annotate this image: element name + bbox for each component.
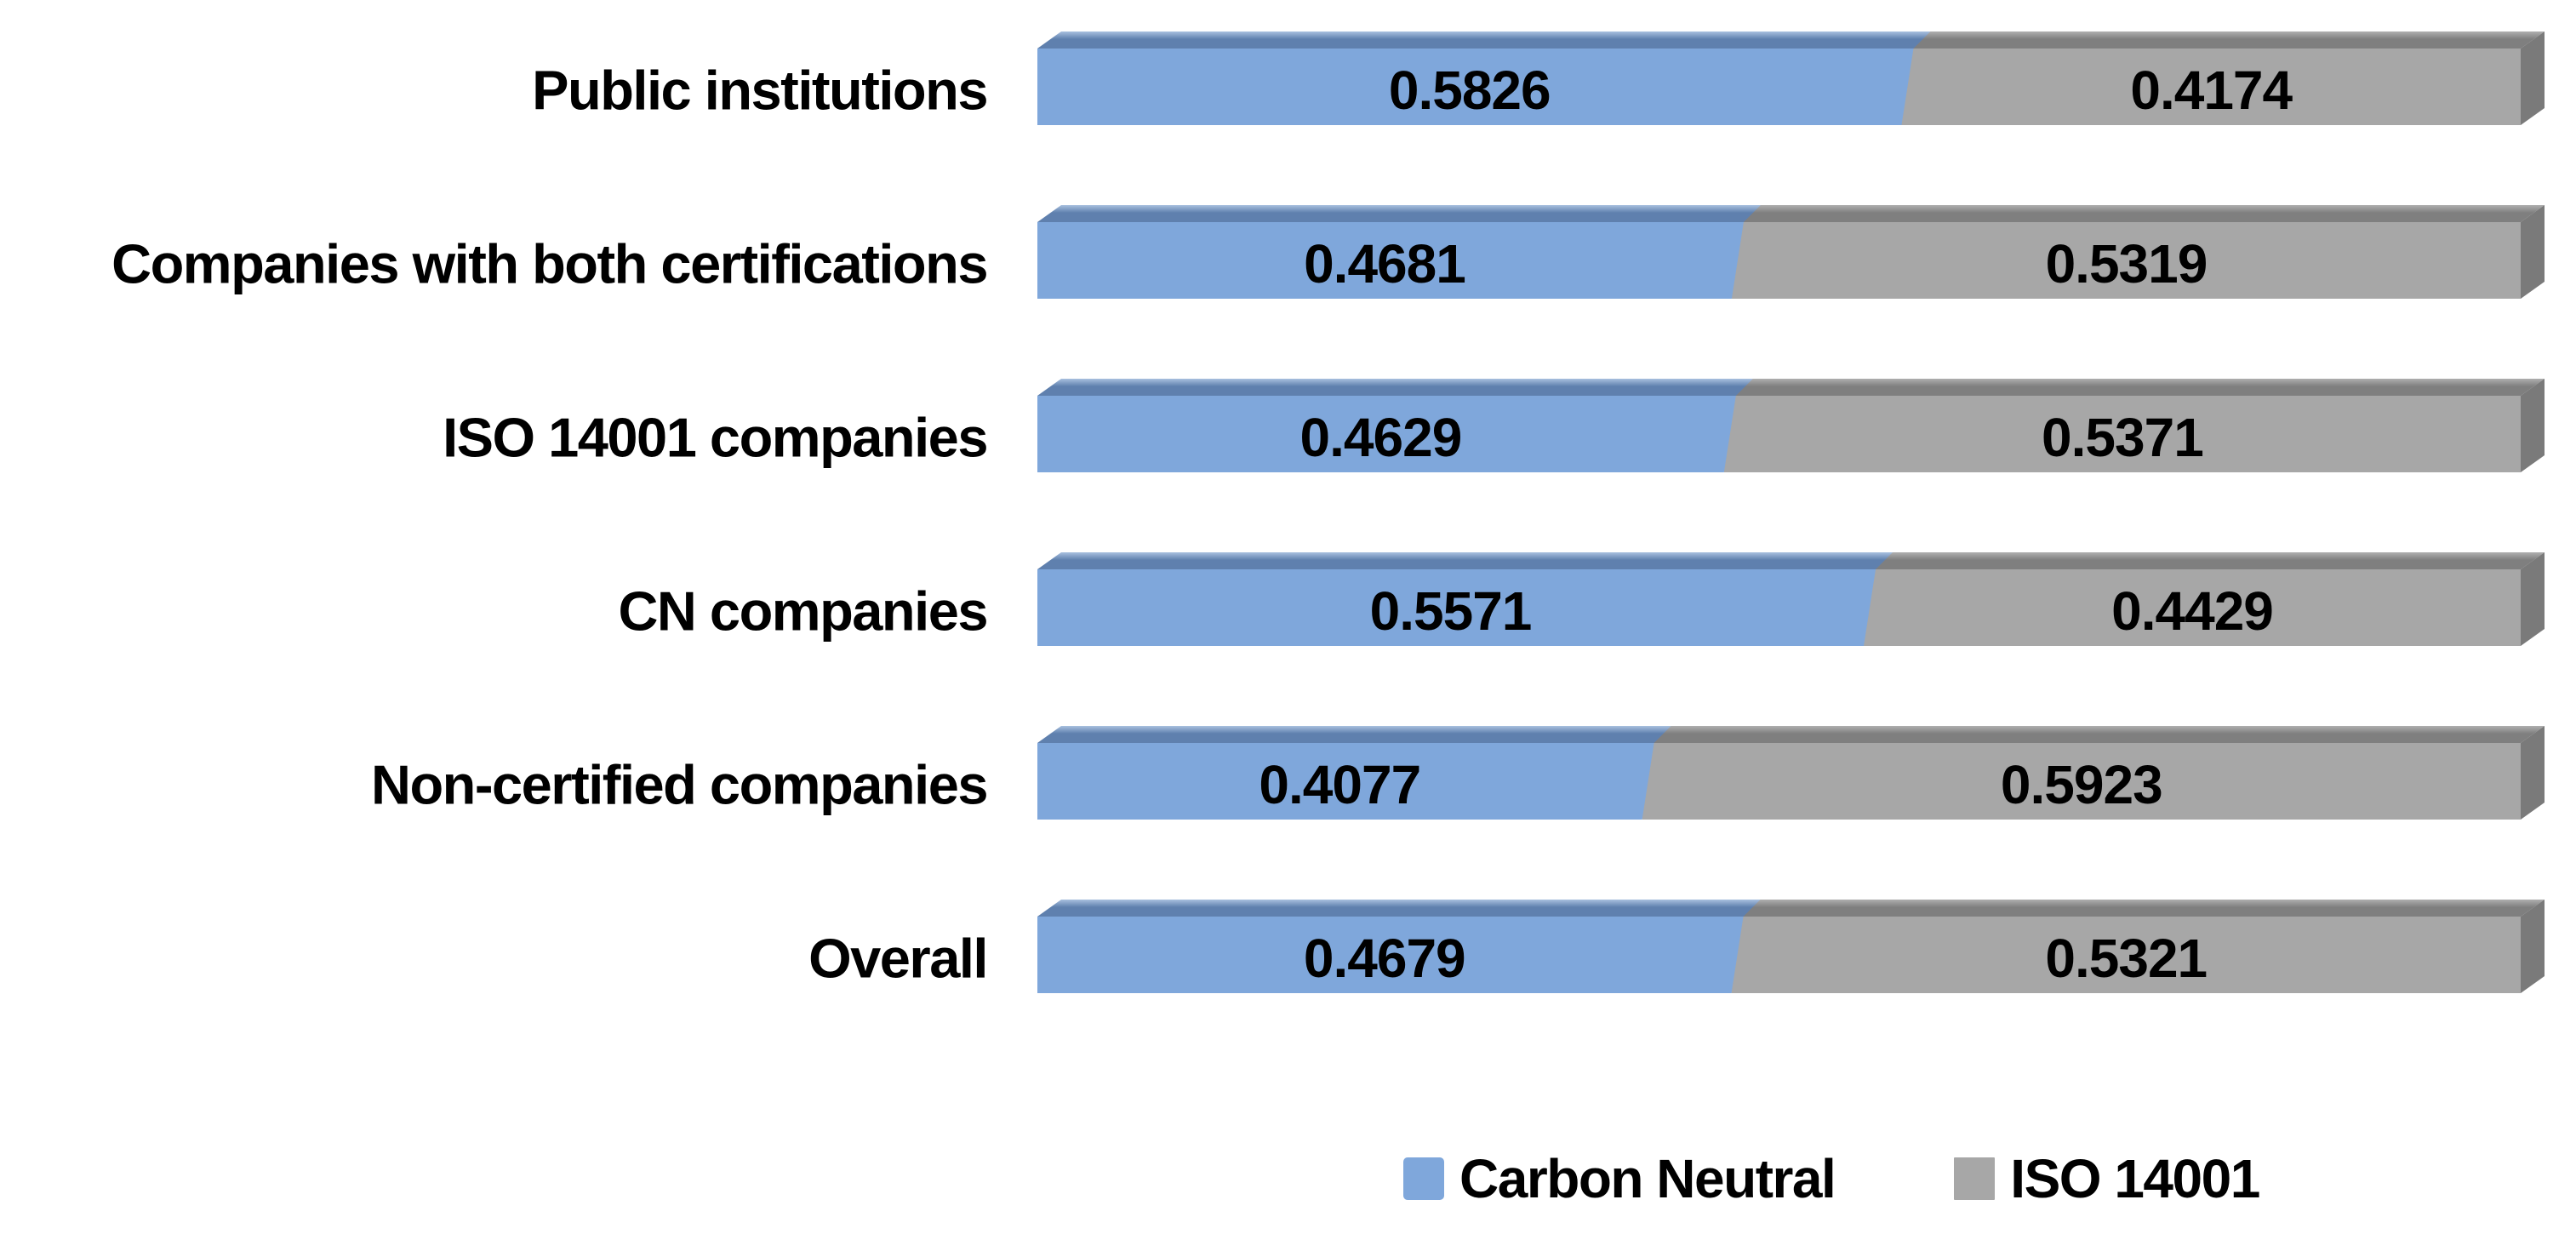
- category-label: CN companies: [618, 580, 987, 643]
- value-label-iso-14001: 0.5321: [2045, 928, 2207, 989]
- bar-segment-iso-14001: [1723, 396, 2521, 472]
- bar-top-iso-14001: [1723, 379, 2545, 396]
- category-label: Companies with both certifications: [111, 233, 987, 295]
- bar-side-iso-14001: [2521, 552, 2545, 646]
- bar-side-iso-14001: [2521, 726, 2545, 820]
- category-label: Public institutions: [532, 60, 987, 122]
- bar-segment-carbon-neutral: [1037, 743, 1654, 820]
- value-label-carbon-neutral: 0.5826: [1389, 60, 1551, 121]
- bar-segment-carbon-neutral: [1037, 49, 1914, 125]
- bar-segment-carbon-neutral: [1037, 222, 1744, 299]
- bar-top-iso-14001: [1731, 900, 2545, 917]
- legend-label-iso-14001: ISO 14001: [2010, 1148, 2260, 1209]
- bar-top-iso-14001: [1642, 726, 2545, 743]
- bar-segment-iso-14001: [1731, 222, 2521, 299]
- value-label-carbon-neutral: 0.4629: [1300, 407, 1462, 468]
- bar-top-carbon-neutral: [1037, 379, 1753, 396]
- legend-item-iso-14001: ISO 14001: [1954, 1147, 2260, 1210]
- value-label-iso-14001: 0.5319: [2046, 233, 2208, 294]
- chart-legend: Carbon Neutral ISO 14001: [1403, 1147, 2260, 1210]
- bar-side-iso-14001: [2521, 205, 2545, 299]
- bar-segment-carbon-neutral: [1037, 396, 1736, 472]
- bar-top-carbon-neutral: [1037, 31, 1931, 49]
- bar-top-iso-14001: [1864, 552, 2545, 569]
- bar-segment-iso-14001: [1731, 917, 2521, 993]
- bar-segment-carbon-neutral: [1037, 917, 1744, 993]
- value-label-iso-14001: 0.4429: [2111, 580, 2273, 642]
- bar-segment-carbon-neutral: [1037, 569, 1876, 646]
- bar-side-iso-14001: [2521, 379, 2545, 472]
- value-label-carbon-neutral: 0.4077: [1259, 754, 1420, 815]
- legend-label-carbon-neutral: Carbon Neutral: [1459, 1148, 1836, 1209]
- bar-side-iso-14001: [2521, 900, 2545, 993]
- bar-segment-iso-14001: [1901, 49, 2521, 125]
- legend-swatch-carbon-neutral: [1403, 1157, 1444, 1200]
- bar-top-carbon-neutral: [1037, 900, 1761, 917]
- bar-segment-iso-14001: [1864, 569, 2521, 646]
- value-label-iso-14001: 0.4174: [2130, 60, 2293, 121]
- category-label: Non-certified companies: [371, 754, 987, 816]
- value-label-carbon-neutral: 0.4679: [1304, 928, 1465, 989]
- bar-side-iso-14001: [2521, 31, 2545, 125]
- bar-top-iso-14001: [1731, 205, 2545, 222]
- value-label-iso-14001: 0.5371: [2042, 407, 2203, 468]
- bar-top-carbon-neutral: [1037, 205, 1761, 222]
- legend-swatch-iso-14001: [1954, 1157, 1996, 1200]
- value-label-iso-14001: 0.5923: [2001, 754, 2162, 815]
- stacked-bar-chart: Public institutions 0.5826 0.4174 Companies…: [111, 31, 2545, 993]
- category-label: ISO 14001 companies: [443, 407, 987, 469]
- bar-top-carbon-neutral: [1037, 726, 1671, 743]
- bar-top-iso-14001: [1901, 31, 2545, 49]
- value-label-carbon-neutral: 0.4681: [1304, 233, 1465, 294]
- bar-top-carbon-neutral: [1037, 552, 1893, 569]
- value-label-carbon-neutral: 0.5571: [1370, 580, 1532, 642]
- legend-item-carbon-neutral: Carbon Neutral: [1403, 1147, 1836, 1210]
- category-label: Overall: [808, 928, 987, 990]
- bar-segment-iso-14001: [1642, 743, 2521, 820]
